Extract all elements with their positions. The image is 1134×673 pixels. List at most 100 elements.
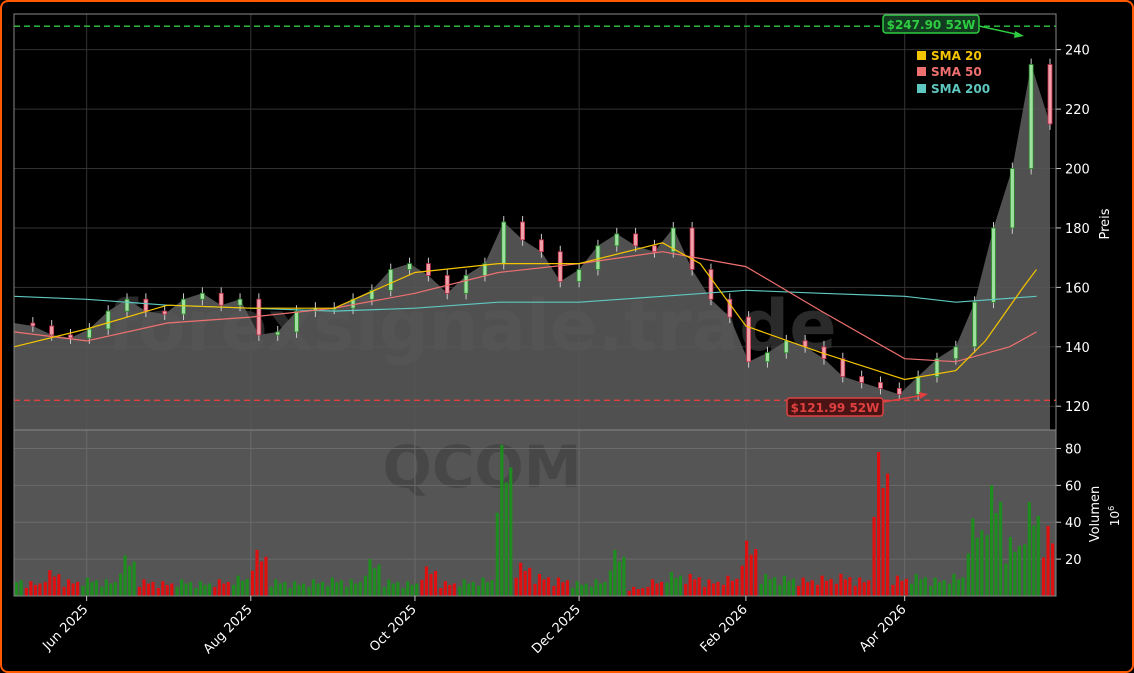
volume-bar [1036,516,1040,596]
volume-bar [485,582,490,596]
volume-bar [858,577,862,596]
volume-bar [872,516,876,596]
volume-bar [678,575,682,596]
volume-bar [730,580,734,596]
volume-bar [537,573,542,596]
volume-bar [646,586,650,596]
volume-bar [933,577,937,596]
volume-bar [816,584,820,596]
volume-tick-label: 60 [1065,479,1082,494]
volume-bar [458,586,462,596]
candle-body [49,325,55,336]
candle-body [30,322,36,327]
candle-body [275,331,281,336]
volume-bar [165,584,169,596]
volume-bar [232,584,236,596]
52w-high-label-box [882,14,980,34]
volume-bar [274,579,278,596]
volume-bar [598,583,603,596]
volume-bar [293,581,297,596]
volume-bar [24,587,28,596]
volume-bar [952,573,956,596]
candle-body [369,289,375,300]
volume-bar [320,581,325,596]
volume-bar [778,584,782,596]
volume-bar [669,572,673,596]
volume-bar [259,561,264,596]
candle-body [143,298,149,312]
volume-bar [420,579,424,596]
volume-bar [377,564,381,596]
volume-bar [288,587,292,596]
candle-body [708,269,714,300]
volume-bar [1027,501,1031,596]
volume-bar [938,582,942,596]
volume-bar [947,583,951,596]
legend-swatch-sma-20 [917,51,926,60]
price-tick-label: 200 [1065,163,1090,178]
volume-bar [132,561,136,596]
volume-bar [297,584,301,596]
volume-bar [226,581,230,596]
candle-body [1028,64,1034,169]
volume-bar [571,587,575,596]
volume-bar [439,587,443,596]
volume-bar [142,579,146,596]
volume-bar [561,582,565,596]
volume-bar [895,575,899,596]
volume-bar [269,586,273,596]
volume-bar [1017,545,1021,596]
volume-bar [100,586,104,596]
volume-bar [985,535,989,596]
volume-bar [886,473,890,596]
volume-bar [113,581,117,596]
volume-bar [514,577,518,596]
volume-bar [797,585,801,596]
volume-bar [693,579,697,596]
volume-bar [222,583,226,596]
volume-bar [806,582,810,596]
volume-bar [90,582,94,596]
volume-bar [825,580,829,596]
volume-bar [15,582,19,596]
volume-bar [71,583,75,596]
52w-high-arrow [978,25,1021,36]
volume-bar [740,565,744,596]
volume-bar [48,570,52,596]
volume-bar [1023,544,1027,596]
volume-bar [754,549,758,596]
volume-bar [650,579,655,596]
candle-body [68,334,73,339]
volume-bar [546,577,551,596]
volume-bar [919,579,923,596]
volume-bar [688,573,692,596]
candle-body [934,358,940,377]
volume-bar [81,585,85,596]
volume-bar [1051,543,1055,596]
candle-body [746,316,752,363]
candle-body [388,269,394,291]
volume-bar [707,579,711,596]
candle-body [991,227,996,303]
volume-bar [316,583,320,596]
52w-low-arrow [882,394,925,403]
price-y-ticks: 120 140 160 180 200 220 240 [1056,44,1090,415]
volume-bar [123,555,127,596]
volume-bar [245,578,249,596]
candle-body [294,310,299,333]
candle-body [407,263,412,270]
candle-body [539,239,544,253]
candle-body [463,275,469,294]
volume-bar [198,581,203,596]
volume-bar [311,579,316,596]
volume-bar [476,585,481,596]
volume-bar [622,556,626,596]
volume-bar [52,576,56,596]
volume-bar [735,578,739,596]
volume-bar [448,584,452,596]
volume-bar [387,579,391,596]
volume-bar [175,586,179,596]
volume-bar [401,587,405,596]
